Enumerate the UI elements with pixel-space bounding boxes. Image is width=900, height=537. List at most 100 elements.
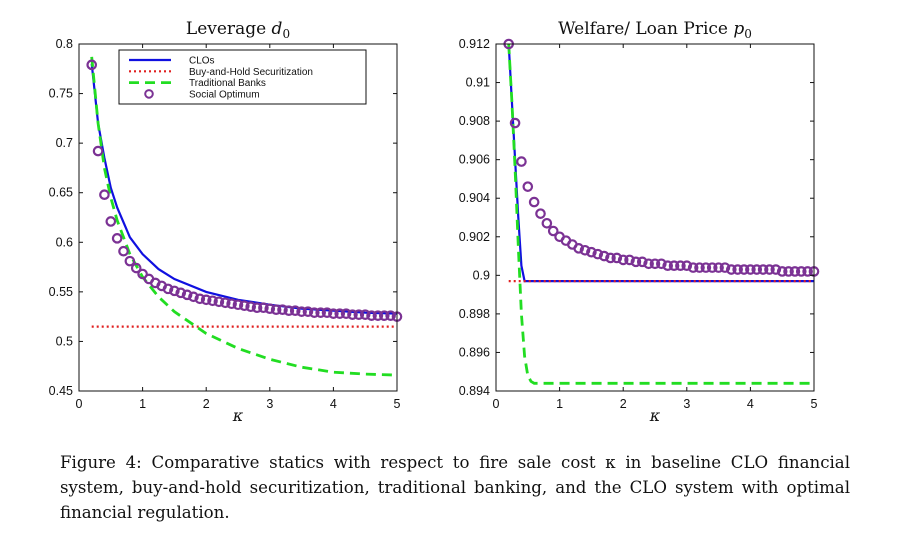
y-tick-label: 0.912: [459, 37, 490, 51]
y-tick-label: 0.45: [49, 384, 73, 398]
point-social-optimum: [309, 307, 320, 318]
point-social-optimum: [516, 156, 527, 167]
point-social-optimum: [302, 306, 314, 317]
y-tick-label: 0.7: [56, 136, 73, 150]
point-social-optimum: [385, 310, 396, 321]
point-social-optimum: [245, 301, 257, 313]
point-social-optimum: [675, 260, 686, 271]
point-social-optimum: [378, 310, 390, 321]
point-social-optimum: [162, 283, 174, 295]
point-social-optimum: [219, 297, 231, 309]
y-tick-label: 0.5: [56, 334, 73, 348]
series-line-traditional-banks: [507, 43, 814, 385]
point-social-optimum: [194, 293, 206, 305]
y-tick-label: 0.8: [56, 37, 73, 51]
x-tick-label: 2: [620, 397, 627, 411]
point-social-optimum: [289, 305, 301, 316]
point-social-optimum: [636, 256, 648, 268]
series-line-traditional-banks: [90, 56, 398, 377]
legend-label: CLOs: [189, 56, 215, 67]
point-social-optimum: [232, 299, 244, 311]
point-social-optimum: [605, 252, 616, 264]
point-social-optimum: [586, 246, 597, 258]
point-social-optimum: [347, 309, 358, 320]
point-social-optimum: [776, 266, 788, 277]
point-social-optimum: [624, 254, 635, 266]
leverage-plot: Leverage d00 1 2 3 4 50.450.50.550.60.650.70.…: [49, 19, 403, 425]
point-social-optimum: [124, 255, 136, 267]
point-social-optimum: [668, 260, 680, 271]
point-social-optimum: [694, 262, 705, 273]
point-social-optimum: [181, 289, 193, 301]
x-tick-label: 3: [683, 397, 690, 411]
plot-frame: [495, 43, 815, 392]
point-social-optimum: [732, 264, 743, 275]
point-social-optimum: [258, 302, 269, 314]
point-social-optimum: [528, 196, 540, 208]
point-social-optimum: [662, 260, 674, 271]
y-tick-label: 0.902: [459, 230, 490, 244]
legend-label: Social Optimum: [189, 89, 260, 100]
x-tick-label: 3: [266, 397, 273, 411]
point-social-optimum: [751, 264, 763, 275]
point-social-optimum: [226, 298, 237, 310]
point-social-optimum: [522, 181, 534, 192]
point-social-optimum: [111, 233, 123, 244]
point-social-optimum: [719, 262, 731, 273]
point-social-optimum: [770, 264, 782, 275]
point-social-optimum: [795, 266, 807, 277]
chart-title-subscript: 0: [744, 27, 752, 41]
point-social-optimum: [757, 264, 769, 275]
point-social-optimum: [277, 304, 288, 316]
point-social-optimum: [251, 302, 263, 314]
y-tick-label: 0.6: [56, 235, 73, 249]
point-social-optimum: [239, 300, 250, 312]
point-social-optimum: [321, 307, 333, 318]
y-tick-label: 0.906: [459, 153, 490, 167]
point-social-optimum: [207, 295, 218, 307]
x-tick-label: 1: [556, 397, 563, 411]
point-social-optimum: [643, 258, 654, 270]
point-social-optimum: [105, 216, 117, 227]
x-tick-label: 5: [394, 397, 401, 411]
point-social-optimum: [745, 264, 756, 275]
point-social-optimum: [315, 307, 326, 318]
point-social-optimum: [283, 305, 295, 316]
point-social-optimum: [169, 285, 180, 297]
point-social-optimum: [200, 294, 212, 306]
point-social-optimum: [86, 59, 98, 71]
point-social-optimum: [270, 304, 282, 316]
point-social-optimum: [681, 260, 693, 271]
series-social-optimum: [503, 38, 820, 277]
point-social-optimum: [213, 296, 225, 308]
point-social-optimum: [188, 291, 199, 303]
y-tick-label: 0.896: [459, 345, 490, 359]
y-tick-label: 0.898: [459, 307, 490, 321]
point-social-optimum: [137, 268, 148, 280]
point-social-optimum: [175, 287, 187, 299]
y-tick-label: 0.9: [473, 268, 490, 282]
chart-title-variable: d: [272, 19, 283, 39]
point-social-optimum: [617, 254, 629, 266]
x-tick-label: 5: [811, 397, 818, 411]
chart-title: Leverage d0: [186, 19, 290, 41]
point-social-optimum: [687, 262, 699, 273]
x-tick-label: 0: [493, 397, 500, 411]
point-social-optimum: [789, 266, 801, 277]
x-tick-label: 1: [139, 397, 146, 411]
y-tick-label: 0.894: [459, 384, 490, 398]
y-tick-label: 0.75: [49, 87, 73, 101]
point-social-optimum: [334, 308, 346, 319]
point-social-optimum: [340, 308, 352, 319]
x-tick-label: 2: [203, 397, 210, 411]
point-social-optimum: [366, 310, 377, 321]
point-social-optimum: [541, 217, 553, 229]
point-social-optimum: [579, 244, 591, 256]
point-social-optimum: [535, 208, 546, 219]
point-social-optimum: [598, 250, 610, 262]
legend-marker-social-optimum: [144, 89, 154, 99]
point-social-optimum: [802, 266, 813, 277]
point-social-optimum: [359, 309, 371, 320]
plot-frame: [78, 43, 398, 392]
